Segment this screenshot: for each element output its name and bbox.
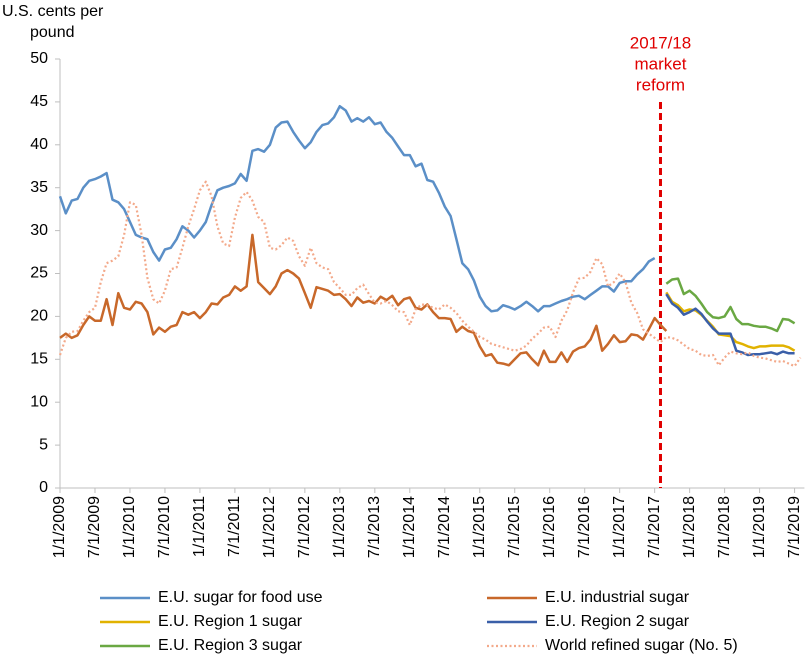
- y-tick-label: 30: [30, 222, 48, 239]
- y-tick-label: 45: [30, 93, 48, 110]
- x-tick-label: 1/1/2014: [401, 496, 418, 558]
- y-tick-label: 35: [30, 179, 48, 196]
- x-tick-label: 7/1/2012: [296, 496, 313, 558]
- x-tick-label: 7/1/2014: [436, 496, 453, 558]
- legend-label: E.U. Region 2 sugar: [545, 613, 690, 630]
- x-tick-label: 7/1/2010: [156, 496, 173, 558]
- y-axis-label: U.S. cents per: [2, 3, 104, 20]
- x-tick-label: 1/1/2009: [51, 496, 68, 558]
- x-tick-label: 7/1/2018: [716, 496, 733, 558]
- legend-label: World refined sugar (No. 5): [545, 637, 738, 654]
- x-tick-label: 1/1/2018: [681, 496, 698, 558]
- y-tick-label: 50: [30, 50, 48, 67]
- legend-label: E.U. Region 1 sugar: [158, 613, 303, 630]
- annotation-text: market: [635, 54, 687, 73]
- x-tick-label: 7/1/2016: [576, 496, 593, 558]
- x-tick-label: 1/1/2019: [751, 496, 768, 558]
- x-tick-label: 7/1/2011: [226, 496, 243, 557]
- x-tick-label: 7/1/2015: [506, 496, 523, 558]
- series-line: [665, 277, 796, 333]
- y-tick-label: 5: [39, 436, 48, 453]
- x-tick-label: 1/1/2013: [331, 496, 348, 558]
- x-tick-label: 1/1/2010: [121, 496, 138, 558]
- x-tick-label: 1/1/2011: [191, 496, 208, 557]
- y-tick-label: 25: [30, 265, 48, 282]
- x-tick-label: 1/1/2017: [611, 496, 628, 558]
- series-line: [58, 104, 656, 313]
- legend-label: E.U. industrial sugar: [545, 589, 690, 606]
- x-tick-label: 7/1/2017: [646, 496, 663, 558]
- legend-label: E.U. Region 3 sugar: [158, 637, 303, 654]
- annotation-text: reform: [636, 75, 685, 94]
- series-line: [665, 291, 796, 352]
- annotation-text: 2017/18: [630, 33, 691, 52]
- y-axis-label: pound: [30, 24, 75, 41]
- y-tick-label: 40: [30, 136, 48, 153]
- y-tick-label: 10: [30, 393, 48, 410]
- x-tick-label: 1/1/2012: [261, 496, 278, 558]
- y-tick-label: 15: [30, 351, 48, 368]
- x-tick-label: 7/1/2019: [786, 496, 803, 558]
- x-tick-label: 7/1/2009: [86, 496, 103, 558]
- x-tick-label: 1/1/2016: [541, 496, 558, 558]
- series-line: [59, 233, 668, 367]
- x-tick-label: 1/1/2015: [471, 496, 488, 558]
- legend-label: E.U. sugar for food use: [158, 589, 323, 606]
- y-tick-label: 0: [39, 479, 48, 496]
- series-line: [665, 293, 795, 357]
- series-line: [58, 180, 802, 368]
- y-tick-label: 20: [30, 308, 48, 325]
- x-tick-label: 7/1/2013: [366, 496, 383, 558]
